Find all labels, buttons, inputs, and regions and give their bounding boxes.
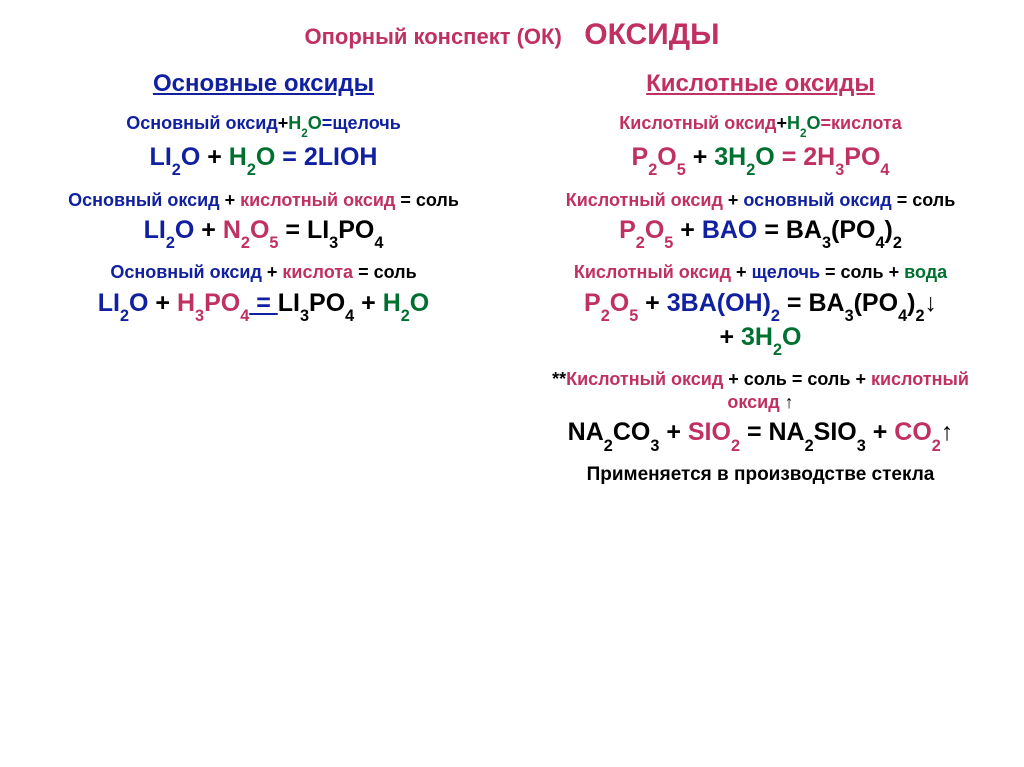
reaction-desc: Кислотный оксид+Н2О=кислота	[527, 112, 994, 138]
reaction-equation: P2O5 + BAO = BA3(PO4)2	[527, 215, 994, 249]
columns: Основные оксиды Основный оксид+Н2О=щелоч…	[30, 70, 994, 486]
reaction-block: Кислотный оксид + основный оксид = соль P…	[527, 189, 994, 250]
reaction-desc: Кислотный оксид + щелочь = соль + вода	[527, 261, 994, 284]
reaction-block: **Кислотный оксид + соль = соль + кислот…	[527, 368, 994, 451]
page: Опорный конспект (ОК) ОКСИДЫ Основные ок…	[0, 0, 1024, 504]
footnote: Применяется в производстве стекла	[527, 464, 994, 486]
main-title: Опорный конспект (ОК) ОКСИДЫ	[30, 18, 994, 52]
reaction-equation: P2O5 + 3BA(OH)2 = BA3(PO4)2↓+ 3H2O	[527, 288, 994, 357]
reaction-block: Кислотный оксид+Н2О=кислота P2O5 + 3H2O =…	[527, 112, 994, 177]
right-header: Кислотные оксиды	[527, 70, 994, 98]
right-blocks: Кислотный оксид+Н2О=кислота P2O5 + 3H2O =…	[527, 112, 994, 452]
left-header: Основные оксиды	[30, 70, 497, 98]
reaction-desc: Основный оксид + кислота = соль	[30, 261, 497, 284]
reaction-desc: Основный оксид + кислотный оксид = соль	[30, 189, 497, 212]
left-column: Основные оксиды Основный оксид+Н2О=щелоч…	[30, 70, 497, 486]
reaction-desc: **Кислотный оксид + соль = соль + кислот…	[527, 368, 994, 413]
reaction-block: Основный оксид+Н2О=щелочь LI2O + H2O = 2L…	[30, 112, 497, 177]
right-column: Кислотные оксиды Кислотный оксид+Н2О=кис…	[527, 70, 994, 486]
reaction-equation: LI2O + H2O = 2LIOH	[30, 142, 497, 176]
reaction-equation: LI2O + N2O5 = LI3PO4	[30, 215, 497, 249]
reaction-equation: P2O5 + 3H2O = 2H3PO4	[527, 142, 994, 176]
left-blocks: Основный оксид+Н2О=щелочь LI2O + H2O = 2L…	[30, 112, 497, 322]
reaction-block: Кислотный оксид + щелочь = соль + вода P2…	[527, 261, 994, 356]
reaction-block: Основный оксид + кислотный оксид = соль L…	[30, 189, 497, 250]
heading-oxides: ОКСИДЫ	[584, 18, 719, 51]
reaction-desc: Кислотный оксид + основный оксид = соль	[527, 189, 994, 212]
heading-ok: Опорный конспект (ОК)	[305, 24, 562, 49]
reaction-block: Основный оксид + кислота = соль LI2O + H3…	[30, 261, 497, 322]
reaction-equation: LI2O + H3PO4 = LI3PO4 + H2O	[30, 288, 497, 322]
reaction-desc: Основный оксид+Н2О=щелочь	[30, 112, 497, 138]
reaction-equation: NA2CO3 + SIO2 = NA2SIO3 + CO2↑	[527, 417, 994, 451]
